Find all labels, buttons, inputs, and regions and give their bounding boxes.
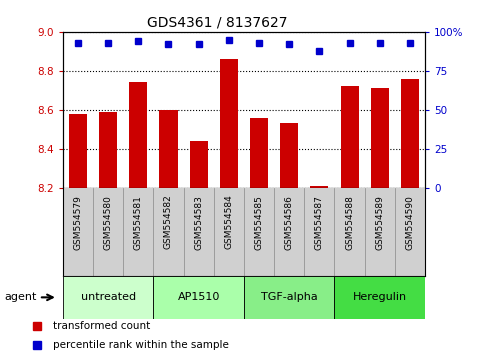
Bar [244, 276, 334, 319]
Bar [401, 79, 419, 188]
Bar [129, 82, 147, 188]
Text: GDS4361 / 8137627: GDS4361 / 8137627 [147, 16, 287, 30]
Bar [154, 276, 244, 319]
Text: GSM554590: GSM554590 [405, 195, 414, 250]
Text: AP1510: AP1510 [177, 292, 220, 302]
Bar [371, 88, 389, 188]
Text: GSM554580: GSM554580 [103, 195, 113, 250]
Bar [311, 185, 328, 188]
Text: GSM554581: GSM554581 [134, 195, 143, 250]
Text: GSM554584: GSM554584 [224, 195, 233, 250]
Text: GSM554579: GSM554579 [73, 195, 83, 250]
Text: GSM554587: GSM554587 [315, 195, 324, 250]
Bar [280, 123, 298, 188]
Text: TGF-alpha: TGF-alpha [261, 292, 317, 302]
Text: GSM554588: GSM554588 [345, 195, 354, 250]
Text: Heregulin: Heregulin [353, 292, 407, 302]
Text: percentile rank within the sample: percentile rank within the sample [53, 340, 229, 350]
Text: GSM554586: GSM554586 [284, 195, 294, 250]
Bar [334, 276, 425, 319]
Text: GSM554582: GSM554582 [164, 195, 173, 250]
Bar [69, 114, 87, 188]
Bar [220, 59, 238, 188]
Text: untreated: untreated [81, 292, 136, 302]
Text: GSM554585: GSM554585 [255, 195, 264, 250]
Bar [159, 110, 178, 188]
Bar [99, 112, 117, 188]
Text: agent: agent [5, 292, 37, 302]
Bar [250, 118, 268, 188]
Bar [63, 276, 154, 319]
Bar [341, 86, 358, 188]
Bar [189, 141, 208, 188]
Text: GSM554589: GSM554589 [375, 195, 384, 250]
Text: transformed count: transformed count [53, 321, 150, 331]
Text: GSM554583: GSM554583 [194, 195, 203, 250]
